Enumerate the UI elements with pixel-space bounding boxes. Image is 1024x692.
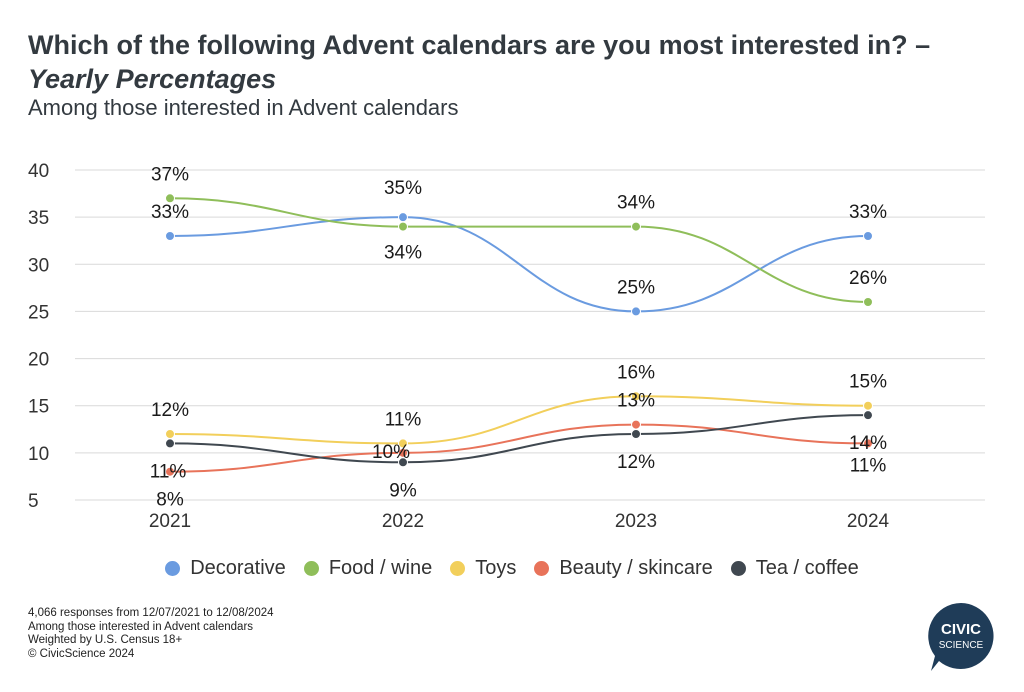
legend-item: Toys [450,557,516,580]
data-label: 14% [849,433,887,454]
legend-label: Beauty / skincare [559,557,713,579]
legend-swatch [730,561,746,576]
data-label: 13% [617,391,655,412]
line-chart: 5 10 15 20 25 30 35 40 2021 2022 2023 2024 33% 35% 25%… [28,161,985,532]
legend-item: Beauty / skincare [534,557,713,580]
series-line [169,216,869,313]
data-label: 11% [385,409,422,430]
series-line [169,414,869,464]
data-label: 15% [849,372,887,393]
chart-notes: 4,066 responses from 12/07/2021 to 12/08… [28,607,274,661]
data-point [631,306,641,317]
legend-item: Decorative [165,557,286,580]
data-point [631,221,641,232]
legend-label: Food / wine [328,557,433,579]
data-label: 34% [384,243,422,264]
data-point [398,212,408,223]
x-tick-label: 2024 [847,511,890,532]
data-point [863,400,873,411]
legend-item: Food / wine [303,557,433,580]
y-tick-label: 20 [28,350,49,371]
series-line [169,395,869,445]
logo-speech-bubble [928,603,994,671]
data-label: 25% [617,277,655,298]
y-tick-label: 35 [28,208,49,229]
legend-label: Tea / coffee [755,557,859,579]
footnote-line: 4,066 responses from 12/07/2021 to 12/08… [28,607,274,619]
series-line [169,423,869,473]
civicscience-logo: CIVIC SCIENCE [928,603,994,671]
logo-text-civic: CIVIC [941,621,981,638]
legend-swatch [303,561,319,576]
x-tick-label: 2021 [149,511,191,532]
data-point [631,391,641,402]
data-point [863,231,873,241]
footnote-line: Weighted by U.S. Census 18+ [28,634,183,646]
x-tick-label: 2022 [382,511,424,532]
logo-text-science: SCIENCE [939,640,984,651]
y-tick-label: 10 [28,444,49,465]
data-point [165,429,175,439]
legend-swatch [534,561,550,576]
data-point [398,457,408,468]
y-tick-label: 30 [28,255,49,276]
data-label: 11% [850,455,887,476]
data-label: 34% [617,193,655,214]
data-label: 10% [372,442,410,463]
data-point [863,297,873,307]
data-label: 8% [156,490,184,511]
footnote-line: Among those interested in Advent calenda… [28,620,254,633]
legend-swatch [165,561,181,576]
legend-item: Tea / coffee [730,557,859,580]
data-label: 37% [151,164,189,185]
data-point [863,410,873,421]
legend-label: Toys [475,557,517,579]
data-point [398,221,408,232]
data-label: 11% [150,461,187,482]
data-label: 12% [151,400,189,421]
data-label: 12% [617,452,655,473]
data-point [165,466,175,477]
chart-title-line2: Yearly Percentages [28,64,277,94]
x-tick-label: 2023 [615,511,657,532]
footnote-line: © CivicScience 2024 [28,647,135,660]
y-tick-label: 5 [28,491,39,512]
chart-title: Which of the following Advent calendars … [28,28,930,96]
data-point [863,438,873,449]
legend-label: Decorative [190,557,286,579]
chart-title-line1: Which of the following Advent calendars … [28,30,931,60]
data-point [631,419,641,430]
series-line [169,197,869,303]
data-point [165,438,175,449]
data-label: 26% [849,268,887,289]
data-point [631,429,641,439]
chart-legend: Decorative Food / wine Toys Beauty / skinca… [0,557,1024,582]
data-point [165,231,175,241]
y-tick-label: 15 [28,397,49,418]
data-label: 35% [384,178,422,199]
data-label: 33% [151,202,189,223]
data-point [165,193,175,204]
data-label: 16% [617,362,655,383]
y-tick-label: 40 [28,161,49,182]
data-label: 33% [849,202,887,223]
y-tick-label: 25 [28,302,49,323]
chart-subtitle: Among those interested in Advent calenda… [28,95,459,120]
legend-swatch [450,561,466,576]
data-label: 9% [389,480,417,501]
